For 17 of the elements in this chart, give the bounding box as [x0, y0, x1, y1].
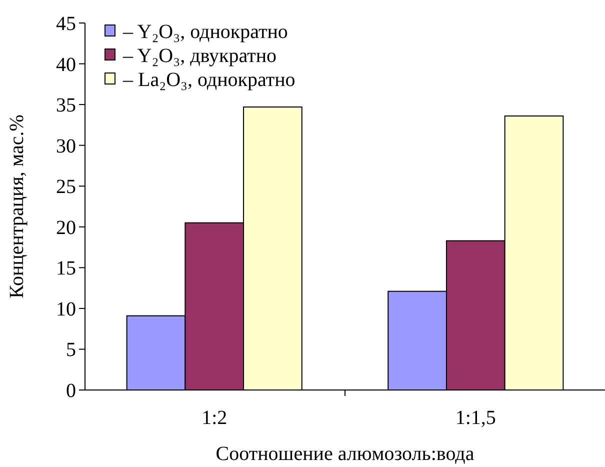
- legend-label: – La₂O₃, однократно: [122, 69, 296, 91]
- y-tick-label: 5: [66, 339, 76, 362]
- x-tick-label: 1:2: [202, 407, 228, 429]
- y-tick-label: 40: [56, 54, 76, 76]
- y-tick-label: 25: [56, 176, 76, 198]
- y-tick-label: 0: [66, 380, 76, 402]
- y-axis-title: Концентрация, мас.%: [6, 114, 28, 298]
- y-tick-label: 45: [56, 13, 76, 35]
- y-tick-label: 15: [56, 258, 76, 280]
- x-axis-title: Соотношение алюмозоль:вода: [216, 443, 474, 465]
- x-tick-label: 1:1,5: [455, 407, 496, 429]
- y-tick-label: 20: [56, 216, 76, 239]
- legend-label: – Y₂O₃, однократно: [122, 21, 288, 43]
- y-tick-label: 35: [56, 94, 76, 117]
- legend-label: – Y₂O₃, двукратно: [122, 45, 277, 67]
- y-tick-label: 10: [56, 298, 76, 320]
- y-tick-label: 30: [56, 135, 76, 158]
